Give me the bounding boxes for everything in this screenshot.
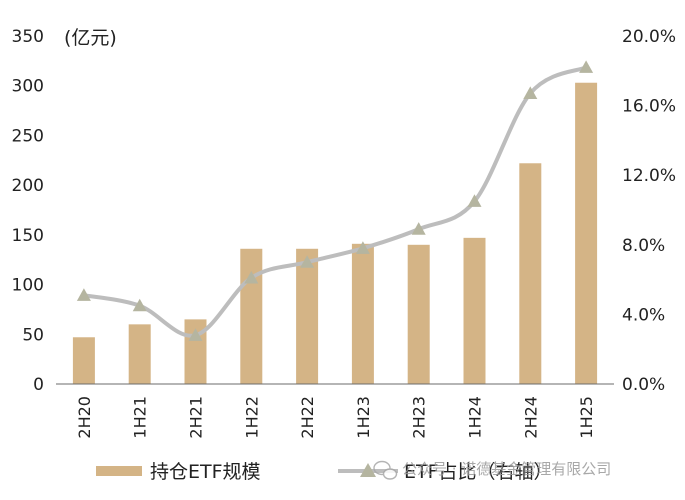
left-axis-tick-label: 300 (12, 77, 44, 97)
left-axis-tick-label: 50 (22, 325, 44, 345)
x-axis-tick-label: 2H21 (187, 396, 206, 439)
line-marker (355, 241, 370, 254)
right-axis-tick-label: 12.0% (622, 166, 676, 186)
right-axis-ticks: 0.0% 4.0% 8.0% 12.0% 16.0% 20.0% (622, 27, 676, 395)
legend-marker-triangle (360, 463, 376, 477)
line-marker (76, 288, 91, 301)
left-axis-tick-label: 250 (12, 126, 44, 146)
right-axis-tick-label: 8.0% (622, 236, 665, 256)
x-axis-tick-label: 1H24 (466, 396, 485, 439)
bar (351, 243, 374, 384)
line-marker (244, 270, 259, 284)
x-axis-tick-label: 1H23 (354, 396, 373, 439)
left-axis-tick-label: 200 (12, 176, 44, 196)
right-axis-tick-label: 4.0% (622, 305, 665, 325)
left-axis-unit: (亿元) (64, 27, 117, 49)
bar-series (72, 82, 598, 384)
left-axis-tick-label: 350 (12, 27, 44, 47)
watermark: 公众号 · 诺德基金管理有限公司 (373, 460, 611, 480)
wechat-icon (373, 460, 398, 480)
right-axis-tick-label: 16.0% (622, 97, 676, 117)
legend-label-bar: 持仓ETF规模 (150, 461, 261, 483)
x-axis-tick-label: 1H25 (577, 396, 596, 439)
bar (575, 82, 598, 384)
watermark-text: 公众号 · 诺德基金管理有限公司 (402, 460, 611, 478)
bar (407, 244, 430, 384)
line-marker (467, 194, 482, 207)
left-axis-tick-label: 0 (33, 375, 44, 395)
bar (72, 337, 95, 384)
x-axis-tick-label: 1H21 (131, 396, 150, 439)
line-marker (579, 60, 594, 73)
legend: 持仓ETF规模 ETF占比（右轴） (96, 461, 553, 483)
x-axis-tick-label: 2H23 (410, 396, 429, 439)
x-axis-tick-label: 2H20 (75, 396, 94, 439)
line-marker (188, 328, 203, 341)
left-axis-ticks: 0 50 100 150 200 250 300 350 (12, 27, 44, 395)
left-axis-tick-label: 150 (12, 226, 44, 246)
left-axis-tick-label: 100 (12, 276, 44, 296)
line-markers (76, 60, 594, 341)
bar (240, 248, 263, 384)
right-axis-tick-label: 20.0% (622, 27, 676, 47)
bar (463, 237, 486, 384)
line-path (83, 65, 587, 338)
right-axis-tick-label: 0.0% (622, 375, 665, 395)
line-marker (411, 222, 426, 235)
line-marker (523, 86, 538, 100)
bar (296, 248, 319, 384)
bar (519, 163, 542, 384)
x-axis-tick-label: 2H22 (298, 396, 317, 439)
legend-label-line: ETF占比（右轴） (404, 461, 553, 483)
legend-swatch-bar (96, 466, 142, 476)
bar (128, 324, 151, 384)
x-axis-tick-label: 1H22 (242, 396, 261, 439)
x-axis-ticks: 2H20 1H21 2H21 1H22 2H22 1H23 2H23 1H24 2H24 1H25 (75, 396, 596, 439)
line-series (83, 65, 587, 338)
x-axis-tick-label: 2H24 (521, 396, 540, 439)
line-marker (300, 255, 315, 268)
line-marker (132, 298, 147, 312)
